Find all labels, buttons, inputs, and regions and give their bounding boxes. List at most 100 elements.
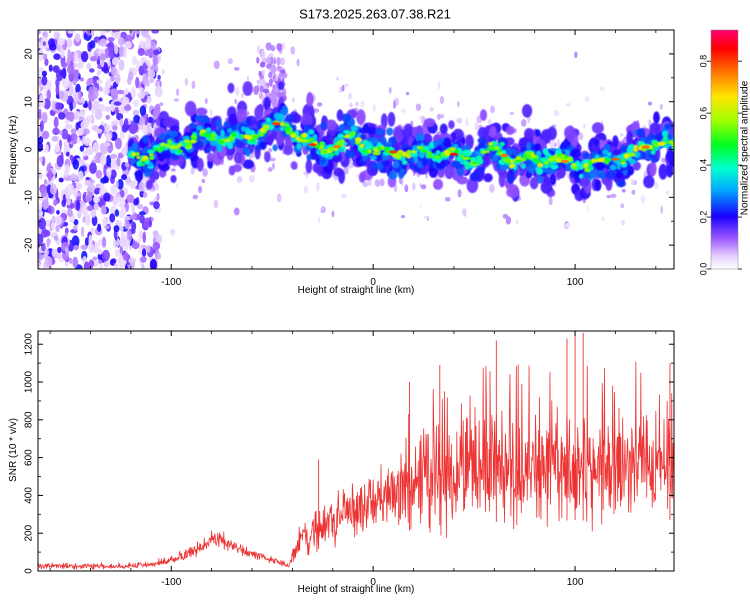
plume-speck — [263, 84, 268, 91]
ridge-blob — [534, 160, 542, 164]
ridge-blob — [505, 125, 515, 136]
noise-speck — [156, 193, 160, 202]
ridge-hotspot — [449, 152, 458, 156]
noise-speck — [46, 80, 52, 91]
plume-speck — [280, 69, 286, 74]
noise-speck — [96, 69, 102, 76]
noise-speck — [48, 162, 52, 170]
plume-speck — [273, 95, 279, 101]
ridge-blob — [170, 124, 180, 133]
noise-speck — [150, 217, 154, 222]
ridge-hotspot — [389, 150, 398, 154]
noise-speck — [109, 213, 116, 223]
plume-speck — [279, 57, 285, 66]
ridge-blob — [265, 117, 271, 123]
colorbar-ticks: 0.0 0.2 0.4 0.6 0.8 — [698, 55, 742, 275]
noise-speck — [70, 133, 78, 145]
ridge-blob — [474, 150, 480, 155]
noise-speck — [138, 211, 146, 216]
noise-speck — [42, 31, 47, 37]
spectrogram-x-tick-label: 0 — [370, 277, 376, 288]
figure-title: S173.2025.263.07.38.R21 — [299, 6, 451, 21]
noise-speck — [120, 189, 125, 198]
noise-speck — [67, 207, 73, 217]
noise-speck — [129, 30, 134, 37]
scatter-speck — [659, 103, 663, 110]
ridge-blob — [556, 155, 564, 159]
ridge-blob — [242, 81, 253, 96]
ridge-blob — [661, 142, 666, 146]
noise-speck — [113, 225, 120, 233]
ridge-blob — [499, 141, 505, 147]
scatter-speck — [176, 88, 180, 97]
scatter-speck — [578, 132, 584, 141]
noise-speck — [103, 164, 107, 177]
noise-speck — [58, 112, 66, 120]
noise-speck — [150, 258, 158, 269]
noise-speck — [76, 136, 81, 144]
scatter-speck — [317, 216, 321, 224]
colorbar-tick-label: 0.2 — [698, 211, 708, 224]
ridge-blob — [195, 107, 208, 116]
noise-speck — [143, 91, 149, 96]
noise-speck — [128, 71, 134, 81]
ridge-blob — [243, 134, 251, 140]
ridge-blob — [285, 130, 292, 135]
plume-speck — [276, 43, 283, 51]
noise-speck — [132, 109, 140, 117]
noise-speck — [103, 192, 111, 202]
noise-speck — [111, 57, 119, 66]
noise-speck — [54, 215, 63, 226]
ridge-blob — [192, 135, 197, 139]
noise-speck — [101, 236, 107, 248]
noise-speck — [97, 248, 103, 255]
scatter-speck — [276, 193, 282, 203]
snr-frame — [37, 330, 675, 572]
ridge-blob — [164, 144, 172, 148]
ridge-blob — [226, 142, 234, 150]
snr-x-ticks: -100 0 100 — [49, 331, 657, 588]
scatter-speck — [341, 85, 345, 92]
ridge-blob — [260, 127, 265, 133]
noise-speck — [109, 169, 117, 179]
ridge-blob — [434, 154, 441, 160]
scatter-speck — [362, 181, 369, 188]
ridge-blob — [411, 145, 418, 152]
noise-speck — [118, 59, 125, 71]
noise-speck — [122, 252, 129, 261]
noise-speck — [86, 62, 92, 70]
ridge-blob — [616, 180, 626, 188]
noise-speck — [38, 49, 44, 62]
noise-speck — [121, 230, 125, 240]
noise-speck — [139, 117, 146, 126]
ridge-blob — [433, 178, 444, 190]
noise-speck — [38, 108, 42, 120]
noise-speck — [126, 194, 135, 203]
noise-speck — [38, 135, 44, 145]
ridge-blob — [350, 125, 358, 132]
ridge-blob — [540, 180, 553, 194]
spectrogram-y-ticks: -20 -10 0 10 20 — [24, 29, 674, 270]
ridge-blob — [435, 150, 441, 156]
ridge-blob — [469, 172, 480, 182]
noise-speck — [131, 241, 140, 250]
scatter-speck — [198, 185, 203, 194]
scatter-speck — [640, 195, 646, 204]
scatter-speck — [159, 102, 164, 107]
ridge-blob — [240, 125, 246, 133]
noise-speck — [92, 87, 99, 99]
noise-speck — [59, 70, 67, 77]
noise-speck — [141, 263, 145, 269]
scatter-speck — [355, 101, 359, 107]
ridge-blob — [141, 135, 149, 144]
ridge-blob — [623, 153, 629, 159]
scatter-speck — [502, 213, 509, 219]
noise-speck — [92, 141, 100, 154]
noise-speck — [114, 43, 119, 55]
ridge-blob — [653, 111, 660, 124]
noise-speck — [38, 262, 41, 269]
scatter-speck — [406, 91, 410, 96]
noise-speck — [147, 59, 151, 72]
ridge-blob — [636, 128, 646, 138]
noise-speck — [136, 238, 141, 244]
